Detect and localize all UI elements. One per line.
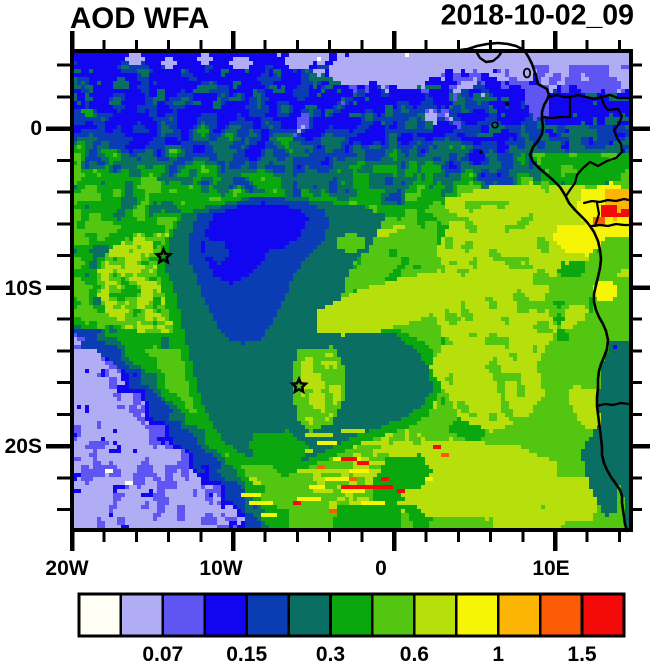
svg-text:1: 1 <box>492 643 504 666</box>
svg-text:0.15: 0.15 <box>226 643 267 666</box>
svg-text:0.6: 0.6 <box>400 643 429 666</box>
svg-text:0: 0 <box>30 117 42 140</box>
svg-text:0.3: 0.3 <box>316 643 345 666</box>
svg-text:1.5: 1.5 <box>567 643 597 666</box>
svg-text:10W: 10W <box>199 557 242 580</box>
svg-text:AOD WFA: AOD WFA <box>70 2 209 35</box>
svg-text:0: 0 <box>375 557 387 580</box>
svg-text:20S: 20S <box>5 435 42 458</box>
svg-text:2018-10-02_09: 2018-10-02_09 <box>441 0 634 32</box>
svg-text:10E: 10E <box>532 557 569 580</box>
svg-text:10S: 10S <box>5 277 42 300</box>
svg-text:0.07: 0.07 <box>142 643 183 666</box>
svg-text:20W: 20W <box>45 557 88 580</box>
